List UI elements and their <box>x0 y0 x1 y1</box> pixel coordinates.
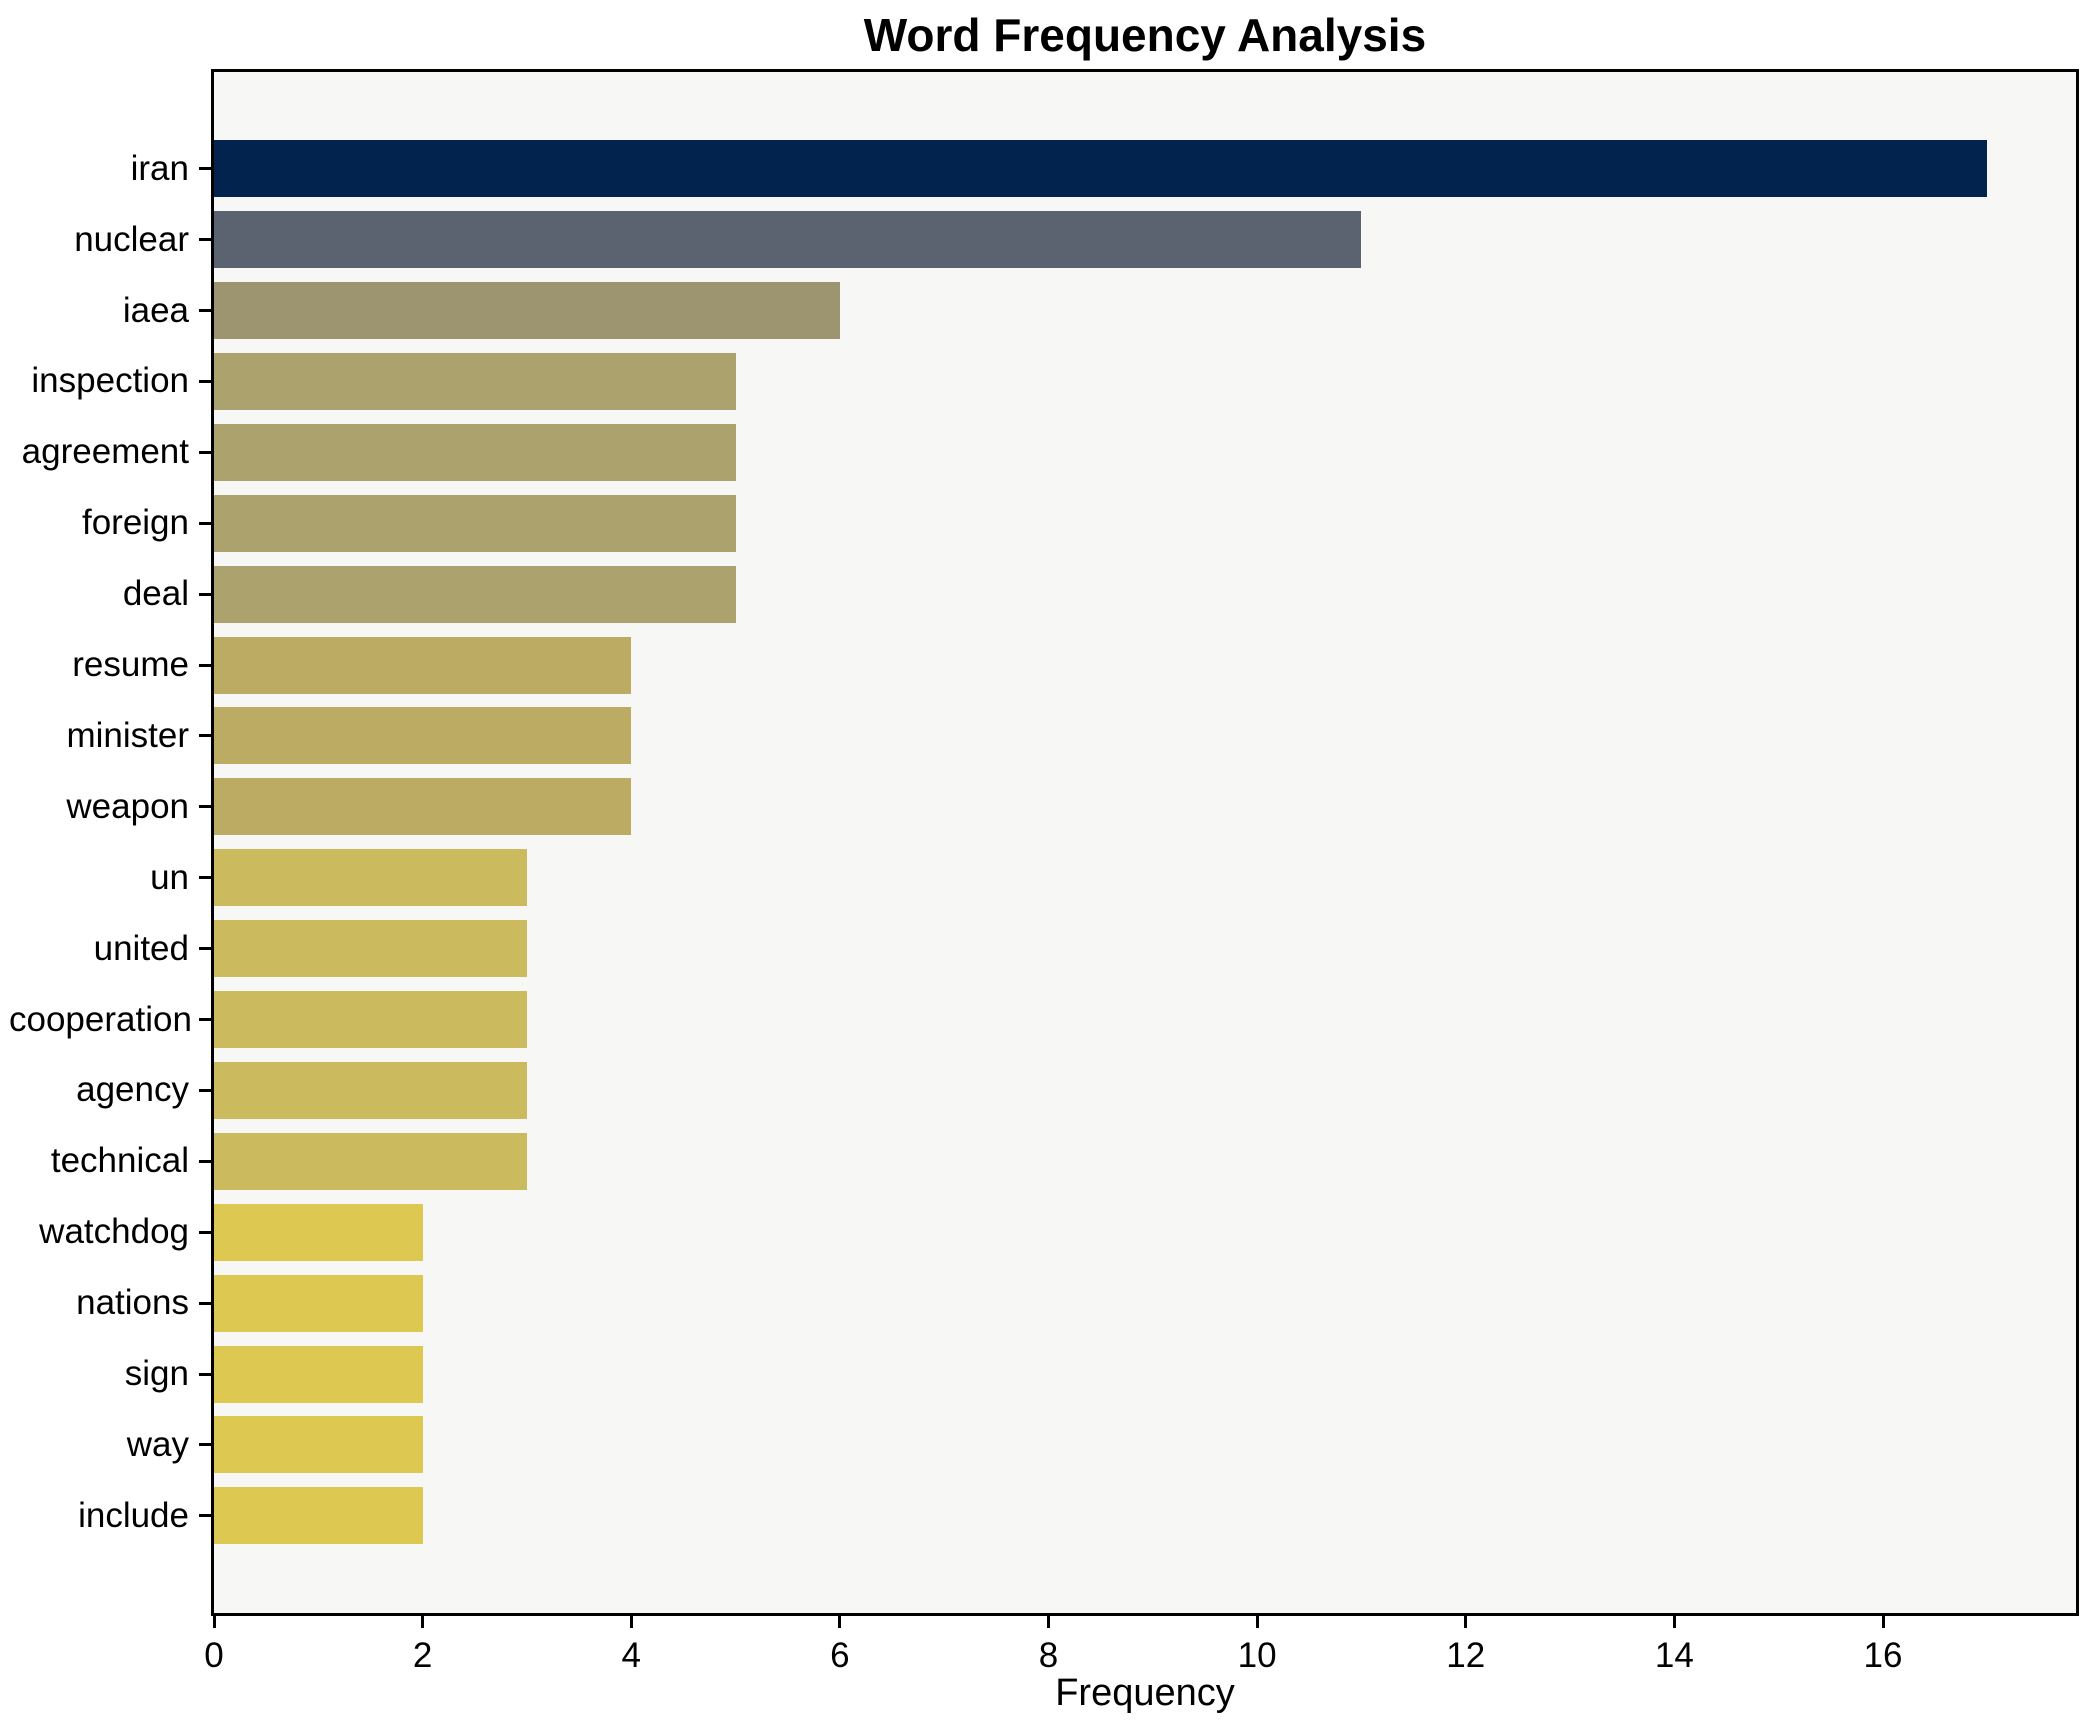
bar-inspection <box>214 352 736 410</box>
x-tick-label: 12 <box>1446 1636 1486 1675</box>
x-tick <box>629 1616 633 1628</box>
y-tick <box>199 167 211 171</box>
y-tick-label-agreement: agreement <box>21 432 189 472</box>
y-tick-label-watchdog: watchdog <box>39 1212 189 1252</box>
bar-foreign <box>214 494 736 552</box>
x-tick-label: 10 <box>1237 1636 1277 1675</box>
bar-iaea <box>214 282 840 339</box>
y-tick-label-un: un <box>150 857 189 897</box>
bar-watchdog <box>214 1203 423 1261</box>
bar-include <box>214 1487 423 1545</box>
x-tick-label: 8 <box>1038 1636 1059 1675</box>
y-tick <box>199 1018 211 1021</box>
y-tick-label-united: united <box>93 928 189 968</box>
y-tick-label-foreign: foreign <box>81 503 189 543</box>
x-tick-label: 4 <box>621 1636 641 1675</box>
plot-area <box>211 69 2079 1616</box>
y-tick-label-agency: agency <box>76 1070 189 1110</box>
x-axis-title: Frequency <box>1055 1672 1235 1714</box>
y-tick <box>199 805 211 809</box>
y-tick <box>199 1230 211 1234</box>
y-tick-label-nations: nations <box>76 1283 189 1323</box>
bar-agency <box>214 1061 527 1119</box>
bar-agreement <box>214 423 736 481</box>
x-tick <box>1255 1616 1259 1628</box>
bar-nations <box>214 1274 423 1332</box>
y-tick-label-resume: resume <box>72 645 189 684</box>
y-tick <box>199 947 211 951</box>
y-tick <box>199 663 211 667</box>
bar-cooperation <box>214 991 527 1048</box>
y-tick-label-weapon: weapon <box>66 786 189 826</box>
y-tick-label-sign: sign <box>124 1354 189 1393</box>
y-tick <box>199 450 211 454</box>
y-tick-label-inspection: inspection <box>31 361 189 401</box>
y-tick <box>199 734 211 738</box>
bar-deal <box>214 565 736 623</box>
x-tick-label: 2 <box>412 1636 433 1675</box>
x-tick <box>1672 1616 1676 1628</box>
x-tick <box>1881 1616 1885 1628</box>
y-tick-label-nuclear: nuclear <box>74 219 189 259</box>
y-tick <box>199 1301 211 1305</box>
x-tick <box>1047 1616 1050 1628</box>
x-tick-label: 6 <box>830 1636 850 1675</box>
bar-nuclear <box>214 211 1362 269</box>
y-tick-label-iran: iran <box>130 148 189 188</box>
bar-united <box>214 920 527 978</box>
y-tick <box>199 309 211 312</box>
y-tick <box>199 521 211 525</box>
bar-way <box>214 1416 423 1474</box>
y-tick <box>199 592 211 596</box>
y-tick <box>199 1514 211 1518</box>
y-tick-label-iaea: iaea <box>122 290 189 330</box>
bar-sign <box>214 1345 423 1403</box>
x-tick-label: 14 <box>1654 1636 1694 1675</box>
x-tick <box>1464 1616 1468 1628</box>
bar-minister <box>214 707 632 765</box>
x-tick <box>212 1616 216 1628</box>
y-tick <box>199 1159 211 1163</box>
bar-iran <box>214 140 1988 198</box>
y-tick-label-include: include <box>78 1495 189 1535</box>
y-tick-label-way: way <box>126 1424 189 1464</box>
x-tick-label: 16 <box>1863 1636 1903 1675</box>
y-tick <box>199 1372 211 1376</box>
bar-resume <box>214 636 632 694</box>
y-tick-label-minister: minister <box>66 715 189 755</box>
y-tick-label-deal: deal <box>122 574 189 614</box>
chart-title: Word Frequency Analysis <box>863 9 1427 61</box>
y-tick-label-technical: technical <box>50 1141 189 1181</box>
y-tick <box>199 876 211 880</box>
y-tick <box>199 238 211 242</box>
bar-un <box>214 849 527 907</box>
y-tick-label-cooperation: cooperation <box>9 999 192 1039</box>
x-tick <box>421 1616 425 1628</box>
y-tick <box>199 1088 211 1092</box>
y-tick <box>199 379 211 383</box>
bar-technical <box>214 1132 527 1190</box>
y-tick <box>199 1443 211 1447</box>
x-tick-label: 0 <box>204 1636 224 1675</box>
bar-weapon <box>214 778 632 836</box>
x-tick <box>838 1616 842 1628</box>
